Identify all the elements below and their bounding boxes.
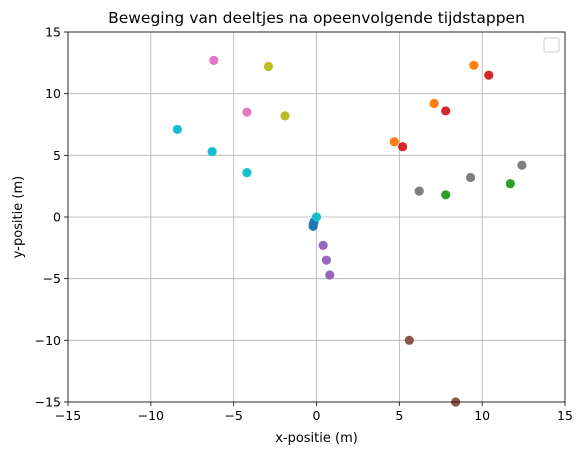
x-tick-label: 15 xyxy=(557,408,573,423)
scatter-point-series-4 xyxy=(484,70,494,80)
scatter-point-series-9 xyxy=(263,61,274,72)
scatter-point-series-2 xyxy=(389,137,399,147)
scatter-point-series-5 xyxy=(321,255,332,265)
y-tick-label: −10 xyxy=(35,333,61,348)
scatter-point-series-5 xyxy=(325,270,335,280)
scatter-point-series-9 xyxy=(280,111,290,121)
x-tick-label: −10 xyxy=(138,408,164,423)
chart-title: Beweging van deeltjes na opeenvolgende t… xyxy=(108,9,525,27)
data-points xyxy=(172,55,527,407)
scatter-point-series-6 xyxy=(404,335,414,345)
x-tick-label: 10 xyxy=(474,408,490,423)
scatter-point-series-8 xyxy=(414,186,424,196)
scatter-point-series-2 xyxy=(469,60,479,70)
scatter-point-series-1 xyxy=(308,221,318,231)
x-tick-label: 5 xyxy=(395,408,403,423)
scatter-point-series-10 xyxy=(207,147,217,157)
x-tick-label: −5 xyxy=(224,408,242,423)
y-axis-label: y-positie (m) xyxy=(11,176,26,258)
y-tick-label: −5 xyxy=(43,271,61,286)
scatter-point-series-3 xyxy=(505,179,515,189)
ticks: −15 −10 −5 0 5 10 15 −15 −10 −5 0 5 10 15 xyxy=(35,25,573,424)
scatter-point-series-5 xyxy=(318,240,328,250)
scatter-point-series-4 xyxy=(441,106,451,116)
scatter-point-series-3 xyxy=(441,190,451,200)
x-tick-label: 0 xyxy=(313,408,321,423)
y-tick-label: 15 xyxy=(45,25,61,40)
legend-box xyxy=(543,37,560,53)
scatter-point-series-10 xyxy=(172,124,182,135)
scatter-point-series-7 xyxy=(242,107,252,117)
scatter-point-series-4 xyxy=(398,142,408,152)
scatter-point-series-10 xyxy=(311,212,322,222)
y-tick-label: 10 xyxy=(45,86,61,101)
scatter-point-series-10 xyxy=(242,168,252,178)
scatter-point-series-8 xyxy=(517,160,527,170)
scatter-point-series-2 xyxy=(429,98,439,109)
scatter-point-series-7 xyxy=(209,55,219,65)
y-tick-label: 0 xyxy=(53,210,61,225)
y-tick-label: −15 xyxy=(35,395,61,410)
scatter-point-series-8 xyxy=(465,172,476,183)
y-tick-label: 5 xyxy=(53,148,61,163)
x-axis-label: x-positie (m) xyxy=(275,431,358,446)
x-tick-label: −15 xyxy=(55,408,81,423)
